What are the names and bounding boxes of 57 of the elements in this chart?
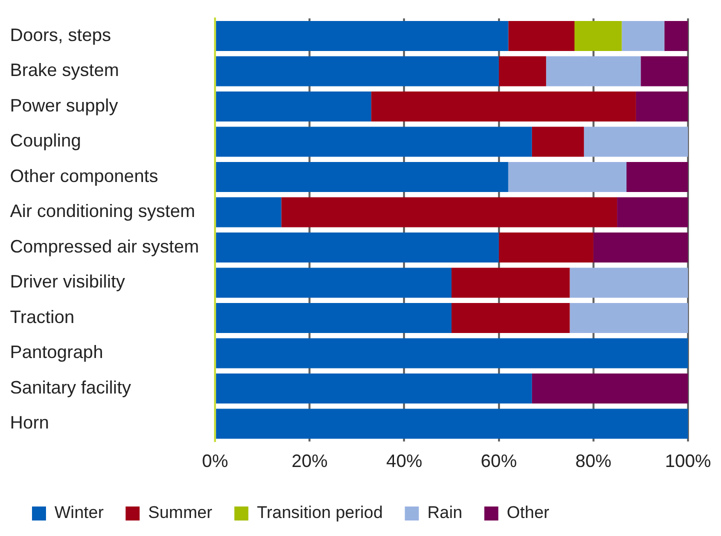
y-tick-label: Horn: [10, 412, 50, 433]
bar: [452, 303, 570, 333]
legend-label: Transition period: [256, 503, 383, 522]
x-tick-label: 100%: [664, 451, 712, 472]
bar: [532, 126, 584, 157]
x-tick-label: 60%: [480, 451, 517, 472]
bar: [498, 232, 594, 262]
y-tick-label: Coupling: [10, 130, 82, 151]
bar: [216, 303, 452, 333]
bar: [281, 197, 618, 228]
bar: [626, 162, 688, 192]
y-tick-label: Driver visibility: [10, 272, 126, 292]
bar: [532, 374, 688, 404]
bar: [640, 56, 688, 86]
bar: [216, 197, 282, 228]
y-tick-label: Sanitary facility: [10, 377, 132, 398]
y-tick-label: Air conditioning system: [10, 201, 196, 222]
x-tick-label: 80%: [575, 451, 612, 472]
bar: [216, 126, 532, 157]
bar: [546, 56, 641, 86]
bar: [216, 374, 532, 404]
bar: [216, 232, 499, 262]
bar: [216, 56, 499, 86]
x-tick-label: 0%: [202, 451, 228, 472]
bar: [508, 162, 626, 192]
y-tick-label: Doors, steps: [10, 24, 112, 45]
legend-label: Winter: [54, 503, 104, 522]
bar: [622, 20, 664, 51]
bar: [574, 20, 622, 51]
bar: [216, 162, 508, 192]
x-tick-label: 40%: [386, 451, 422, 472]
x-tick-label: 20%: [292, 451, 328, 472]
y-tick-label: Power supply: [10, 95, 118, 116]
legend-label: Rain: [427, 503, 462, 522]
legend-label: Other: [506, 503, 550, 522]
bar: [584, 126, 688, 157]
bar: [617, 197, 688, 228]
bar: [508, 20, 574, 51]
y-tick-label: Other components: [10, 166, 158, 186]
bar: [570, 303, 688, 333]
bar: [664, 20, 688, 51]
y-tick-label: Traction: [10, 306, 74, 327]
y-tick-label: Pantograph: [10, 342, 104, 362]
legend-label: Summer: [148, 503, 213, 522]
bar: [216, 92, 372, 122]
bar: [452, 268, 570, 298]
bar: [216, 408, 688, 439]
y-tick-label: Compressed air system: [10, 236, 200, 256]
bar: [216, 20, 508, 51]
bar: [593, 232, 688, 262]
bar: [636, 92, 688, 122]
bar: [216, 268, 452, 298]
bar: [371, 92, 636, 122]
bar: [498, 56, 546, 86]
bar: [216, 338, 688, 368]
y-tick-label: Brake system: [10, 60, 120, 80]
bar: [570, 268, 688, 298]
